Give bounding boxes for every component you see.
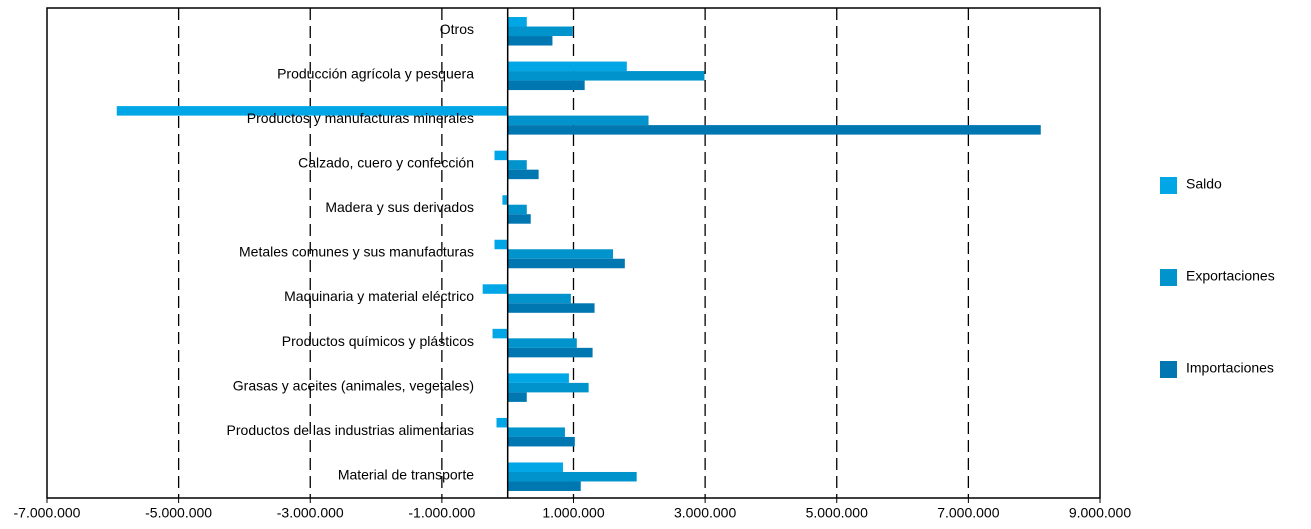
bar [507,26,573,37]
x-tick-label: 5.000.000 [806,505,868,521]
bar [507,36,553,46]
bar [507,303,595,313]
category-label: Grasas y aceites (animales, vegetales) [233,377,474,393]
x-tick-label: 9.000.000 [1069,505,1131,521]
bar [507,17,527,27]
bar [507,169,539,180]
bar [116,106,508,116]
bar [507,373,569,383]
bar [494,150,508,161]
x-tick-label: 1.000.000 [542,505,604,521]
bar [507,125,1041,135]
bar [507,481,581,491]
category-label: Maquinaria y material eléctrico [284,288,474,304]
category-label: Productos químicos y plásticos [282,333,474,349]
bar [492,328,508,339]
bar [507,338,577,348]
bar [507,61,627,72]
x-tick-label: 3.000.000 [674,505,736,521]
bar [507,214,531,224]
legend-label: Importaciones [1186,360,1274,376]
category-label: Producción agrícola y pesquera [277,66,474,82]
bar [507,436,575,447]
x-tick-label: -1.000.000 [408,505,475,521]
category-label: Material de transporte [338,466,474,482]
legend-label: Saldo [1186,176,1222,192]
bar [507,427,565,437]
category-label: Metales comunes y sus manufacturas [239,244,474,260]
legend-swatch [1160,269,1177,286]
bar [507,347,593,358]
bar [502,195,508,205]
bar [507,471,637,482]
bar [494,239,508,250]
category-label: Calzado, cuero y confección [298,155,474,171]
bar [507,293,571,304]
x-tick-label: -3.000.000 [277,505,344,521]
legend-label: Exportaciones [1186,268,1275,284]
bar [507,71,705,81]
bar [496,417,508,428]
legend-swatch [1160,361,1177,378]
bar [507,249,613,259]
category-label: Otros [440,21,474,37]
bar [507,204,527,215]
bar [507,115,649,126]
x-tick-label: -7.000.000 [14,505,81,521]
bar [507,258,625,269]
category-label: Madera y sus derivados [325,199,474,215]
bar [507,160,527,170]
legend-swatch [1160,177,1177,194]
bar [507,80,585,91]
x-tick-label: 7.000.000 [937,505,999,521]
category-label: Productos de las industrias alimentarias [227,422,474,438]
category-label: Productos y manufacturas minerales [247,110,474,126]
bar [507,462,563,472]
bar [507,392,527,402]
bar [507,382,589,393]
x-tick-label: -5.000.000 [145,505,212,521]
bar [482,284,508,294]
